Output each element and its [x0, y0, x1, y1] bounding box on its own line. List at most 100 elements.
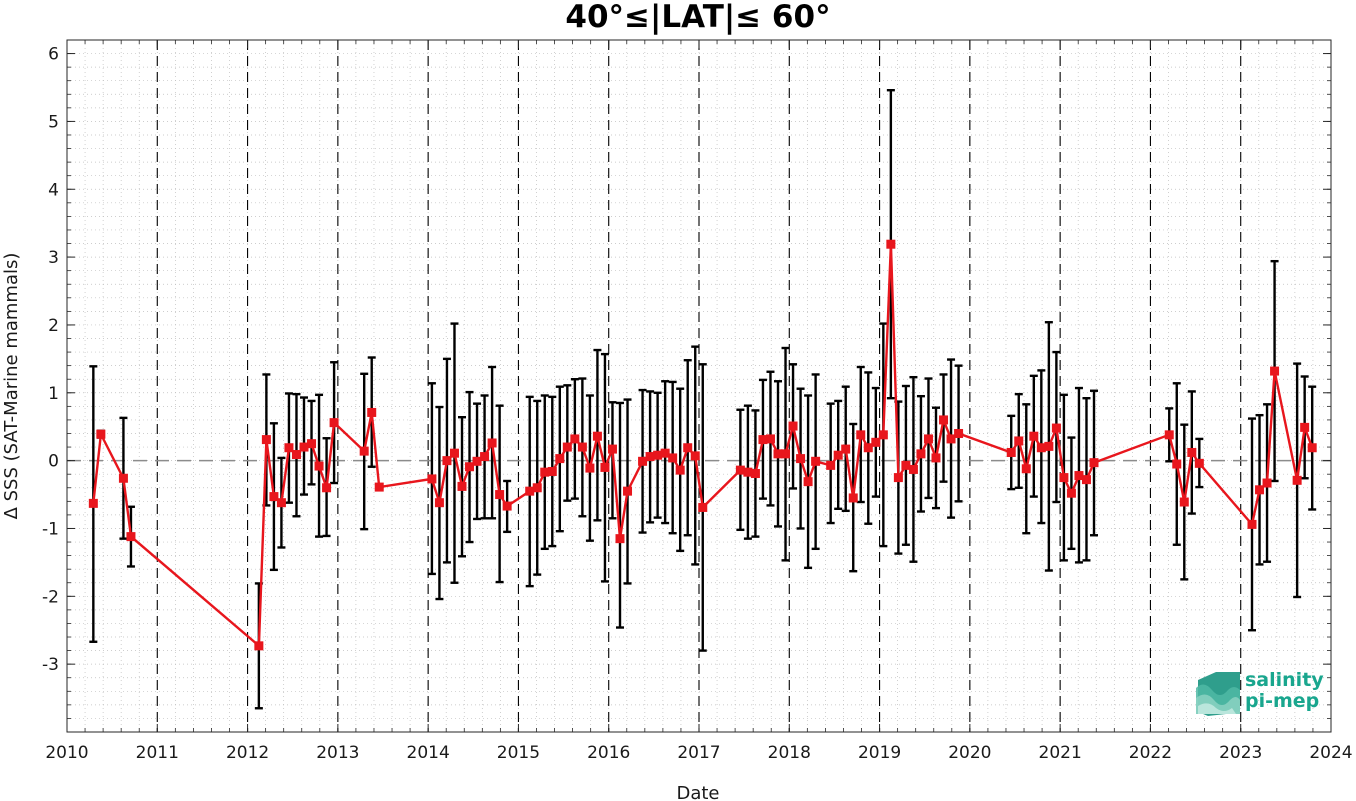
data-point	[856, 430, 866, 440]
x-tick-label: 2019	[858, 743, 901, 763]
data-point	[946, 434, 956, 444]
data-point	[638, 456, 648, 466]
data-point	[675, 465, 685, 475]
data-point	[954, 428, 964, 438]
data-point	[1014, 436, 1024, 446]
data-point	[1292, 475, 1302, 485]
data-point	[374, 482, 384, 492]
data-point	[1066, 488, 1076, 498]
axis-ticks	[66, 39, 1332, 733]
data-point	[1255, 485, 1265, 495]
data-point	[555, 454, 565, 464]
data-point	[284, 443, 294, 453]
data-point	[427, 474, 437, 484]
data-point	[750, 469, 760, 479]
data-point	[893, 473, 903, 483]
data-point	[1307, 443, 1317, 453]
data-point	[615, 534, 625, 544]
plot-frame	[66, 39, 1332, 733]
data-point	[495, 490, 505, 500]
data-point	[1036, 443, 1046, 453]
data-point	[592, 431, 602, 441]
data-point	[653, 450, 663, 460]
data-point	[1262, 478, 1272, 488]
x-tick-label: 2024	[1309, 743, 1352, 763]
y-tick-label: 5	[48, 112, 59, 132]
data-point	[1172, 459, 1182, 469]
data-point	[291, 450, 301, 460]
data-point	[96, 429, 106, 439]
data-point	[916, 449, 926, 459]
y-tick-label: 2	[48, 316, 59, 336]
data-point	[1089, 458, 1099, 468]
x-tick-label: 2011	[136, 743, 179, 763]
data-point	[480, 452, 490, 462]
data-point	[88, 498, 98, 508]
data-point	[359, 446, 369, 456]
x-axis-label: Date	[676, 783, 719, 801]
data-point	[781, 449, 791, 459]
data-point	[1006, 447, 1016, 457]
data-point	[1194, 458, 1204, 468]
data-point	[532, 483, 542, 493]
data-point	[367, 407, 377, 417]
data-point	[871, 437, 881, 447]
y-tick-label: -3	[42, 655, 59, 675]
data-point	[1021, 464, 1031, 474]
data-point	[939, 415, 949, 425]
data-point	[1179, 497, 1189, 507]
data-point	[735, 465, 745, 475]
data-point	[329, 418, 339, 428]
data-point	[472, 456, 482, 466]
data-point	[826, 460, 836, 470]
data-point	[269, 492, 279, 502]
data-point	[901, 460, 911, 470]
data-point	[254, 641, 264, 651]
data-point	[863, 443, 873, 453]
data-point	[833, 450, 843, 460]
data-point	[743, 467, 753, 477]
data-point	[562, 442, 572, 452]
data-point	[261, 435, 271, 445]
x-tick-label: 2010	[45, 743, 88, 763]
x-tick-label: 2013	[316, 743, 359, 763]
y-tick-label: 0	[48, 452, 59, 472]
data-point	[434, 498, 444, 508]
data-point	[931, 453, 941, 463]
waves-icon	[1196, 672, 1240, 716]
y-tick-label: -1	[42, 519, 59, 539]
data-point	[1164, 430, 1174, 440]
data-point	[698, 502, 708, 512]
data-point	[765, 434, 775, 444]
error-bar	[616, 401, 624, 629]
data-point	[276, 498, 286, 508]
data-point	[502, 501, 512, 511]
data-point	[886, 239, 896, 249]
x-tick-label: 2017	[677, 743, 720, 763]
data-point	[1081, 475, 1091, 485]
data-point	[322, 483, 332, 493]
data-point	[796, 454, 806, 464]
data-point	[841, 444, 851, 454]
data-point	[668, 453, 678, 463]
x-tick-label: 2020	[948, 743, 991, 763]
x-tick-label: 2021	[1039, 743, 1082, 763]
x-tick-label: 2018	[768, 743, 811, 763]
data-point	[118, 473, 128, 483]
data-point	[307, 439, 317, 449]
x-axis: 2010 2011 2012 2013 2014 2015 2016 2017 2018 2019…	[45, 743, 1352, 763]
error-bar	[939, 373, 948, 483]
data-point	[547, 466, 557, 476]
data-point	[788, 421, 798, 431]
data-point	[811, 456, 821, 466]
data-point	[803, 477, 813, 487]
data-point	[1044, 441, 1054, 451]
data-point	[923, 434, 933, 444]
data-point	[878, 430, 888, 440]
chart-title: 40°≤|LAT|≤ 60°	[565, 0, 830, 35]
x-tick-label: 2015	[497, 743, 540, 763]
salinity-pi-mep-logo: salinity pi-mep	[1196, 669, 1324, 716]
data-point	[623, 486, 633, 496]
data-point	[690, 451, 700, 461]
